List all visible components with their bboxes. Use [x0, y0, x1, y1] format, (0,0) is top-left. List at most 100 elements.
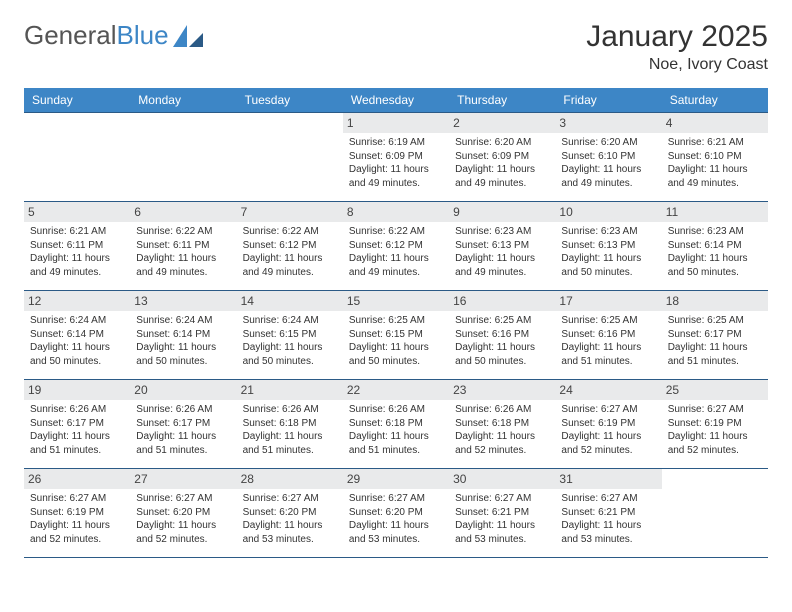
- day-number: 25: [662, 380, 768, 400]
- day-details: Sunrise: 6:27 AMSunset: 6:20 PMDaylight:…: [349, 492, 443, 546]
- day-number: 16: [449, 291, 555, 311]
- week-row: ...1Sunrise: 6:19 AMSunset: 6:09 PMDayli…: [24, 112, 768, 202]
- day-details: Sunrise: 6:27 AMSunset: 6:21 PMDaylight:…: [455, 492, 549, 546]
- day-number: 31: [555, 469, 661, 489]
- day-details: Sunrise: 6:23 AMSunset: 6:14 PMDaylight:…: [668, 225, 762, 279]
- location: Noe, Ivory Coast: [586, 56, 768, 74]
- day-number: 7: [237, 202, 343, 222]
- day-cell-25: 25 Sunrise: 6:27 AMSunset: 6:19 PMDayligh…: [662, 380, 768, 468]
- weekday-friday: Friday: [555, 88, 661, 112]
- day-details: Sunrise: 6:27 AMSunset: 6:20 PMDaylight:…: [243, 492, 337, 546]
- day-cell-11: 11 Sunrise: 6:23 AMSunset: 6:14 PMDayligh…: [662, 202, 768, 290]
- day-details: Sunrise: 6:22 AMSunset: 6:11 PMDaylight:…: [136, 225, 230, 279]
- calendar: SundayMondayTuesdayWednesdayThursdayFrid…: [24, 88, 768, 558]
- day-cell-14: 14Sunrise: 6:24 AMSunset: 6:15 PMDayligh…: [237, 291, 343, 379]
- day-details: Sunrise: 6:23 AMSunset: 6:13 PMDaylight:…: [561, 225, 655, 279]
- day-number: 17: [555, 291, 661, 311]
- day-number: 11: [662, 202, 768, 222]
- day-number: 8: [343, 202, 449, 222]
- day-details: Sunrise: 6:25 AMSunset: 6:15 PMDaylight:…: [349, 314, 443, 368]
- day-details: Sunrise: 6:26 AMSunset: 6:18 PMDaylight:…: [349, 403, 443, 457]
- week-row: 19 Sunrise: 6:26 AMSunset: 6:17 PMDayligh…: [24, 380, 768, 469]
- month-title: January 2025: [586, 20, 768, 54]
- day-number: 13: [130, 291, 236, 311]
- day-cell-30: 30 Sunrise: 6:27 AMSunset: 6:21 PMDayligh…: [449, 469, 555, 557]
- day-details: Sunrise: 6:19 AMSunset: 6:09 PMDaylight:…: [349, 136, 443, 190]
- day-cell-16: 16Sunrise: 6:25 AMSunset: 6:16 PMDayligh…: [449, 291, 555, 379]
- week-row: 12 Sunrise: 6:24 AMSunset: 6:14 PMDayligh…: [24, 291, 768, 380]
- weekday-monday: Monday: [130, 88, 236, 112]
- day-cell-3: 3 Sunrise: 6:20 AMSunset: 6:10 PMDaylight…: [555, 113, 661, 201]
- day-cell-1: 1 Sunrise: 6:19 AMSunset: 6:09 PMDaylight…: [343, 113, 449, 201]
- day-number: 28: [237, 469, 343, 489]
- day-number: 29: [343, 469, 449, 489]
- empty-cell: .: [130, 113, 236, 201]
- day-cell-5: 5Sunrise: 6:21 AMSunset: 6:11 PMDaylight…: [24, 202, 130, 290]
- day-number: 2: [449, 113, 555, 133]
- weekday-header: SundayMondayTuesdayWednesdayThursdayFrid…: [24, 88, 768, 112]
- day-number: 22: [343, 380, 449, 400]
- day-number: 24: [555, 380, 661, 400]
- weekday-saturday: Saturday: [662, 88, 768, 112]
- day-cell-12: 12 Sunrise: 6:24 AMSunset: 6:14 PMDayligh…: [24, 291, 130, 379]
- day-number: 21: [237, 380, 343, 400]
- day-details: Sunrise: 6:27 AMSunset: 6:19 PMDaylight:…: [668, 403, 762, 457]
- weekday-sunday: Sunday: [24, 88, 130, 112]
- day-details: Sunrise: 6:27 AMSunset: 6:19 PMDaylight:…: [30, 492, 124, 546]
- day-cell-26: 26 Sunrise: 6:27 AMSunset: 6:19 PMDayligh…: [24, 469, 130, 557]
- day-details: Sunrise: 6:25 AMSunset: 6:16 PMDaylight:…: [561, 314, 655, 368]
- day-details: Sunrise: 6:27 AMSunset: 6:19 PMDaylight:…: [561, 403, 655, 457]
- day-cell-4: 4Sunrise: 6:21 AMSunset: 6:10 PMDaylight…: [662, 113, 768, 201]
- weekday-tuesday: Tuesday: [237, 88, 343, 112]
- brand-part2: Blue: [117, 20, 169, 51]
- day-number: 19: [24, 380, 130, 400]
- day-details: Sunrise: 6:22 AMSunset: 6:12 PMDaylight:…: [243, 225, 337, 279]
- day-cell-10: 10 Sunrise: 6:23 AMSunset: 6:13 PMDayligh…: [555, 202, 661, 290]
- day-details: Sunrise: 6:23 AMSunset: 6:13 PMDaylight:…: [455, 225, 549, 279]
- day-details: Sunrise: 6:20 AMSunset: 6:09 PMDaylight:…: [455, 136, 549, 190]
- day-number: 12: [24, 291, 130, 311]
- day-cell-8: 8 Sunrise: 6:22 AMSunset: 6:12 PMDaylight…: [343, 202, 449, 290]
- day-details: Sunrise: 6:20 AMSunset: 6:10 PMDaylight:…: [561, 136, 655, 190]
- day-cell-28: 28 Sunrise: 6:27 AMSunset: 6:20 PMDayligh…: [237, 469, 343, 557]
- day-number: 26: [24, 469, 130, 489]
- title-block: January 2025 Noe, Ivory Coast: [586, 20, 768, 74]
- day-cell-18: 18 Sunrise: 6:25 AMSunset: 6:17 PMDayligh…: [662, 291, 768, 379]
- day-number: 14: [237, 291, 343, 311]
- weeks: ...1Sunrise: 6:19 AMSunset: 6:09 PMDayli…: [24, 112, 768, 558]
- day-number: 18: [662, 291, 768, 311]
- day-cell-13: 13 Sunrise: 6:24 AMSunset: 6:14 PMDayligh…: [130, 291, 236, 379]
- day-number: 20: [130, 380, 236, 400]
- day-details: Sunrise: 6:26 AMSunset: 6:17 PMDaylight:…: [30, 403, 124, 457]
- day-number: 30: [449, 469, 555, 489]
- day-details: Sunrise: 6:24 AMSunset: 6:14 PMDaylight:…: [136, 314, 230, 368]
- day-number: 10: [555, 202, 661, 222]
- day-cell-22: 22 Sunrise: 6:26 AMSunset: 6:18 PMDayligh…: [343, 380, 449, 468]
- sail-icon: [173, 25, 203, 47]
- day-number: 9: [449, 202, 555, 222]
- day-cell-17: 17 Sunrise: 6:25 AMSunset: 6:16 PMDayligh…: [555, 291, 661, 379]
- day-number: 6: [130, 202, 236, 222]
- day-cell-21: 21Sunrise: 6:26 AMSunset: 6:18 PMDayligh…: [237, 380, 343, 468]
- header: GeneralBlue January 2025 Noe, Ivory Coas…: [24, 20, 768, 74]
- day-number: 4: [662, 113, 768, 133]
- day-number: 23: [449, 380, 555, 400]
- day-details: Sunrise: 6:27 AMSunset: 6:21 PMDaylight:…: [561, 492, 655, 546]
- day-details: Sunrise: 6:22 AMSunset: 6:12 PMDaylight:…: [349, 225, 443, 279]
- day-number: 15: [343, 291, 449, 311]
- day-details: Sunrise: 6:24 AMSunset: 6:14 PMDaylight:…: [30, 314, 124, 368]
- day-cell-19: 19 Sunrise: 6:26 AMSunset: 6:17 PMDayligh…: [24, 380, 130, 468]
- day-details: Sunrise: 6:25 AMSunset: 6:17 PMDaylight:…: [668, 314, 762, 368]
- day-cell-9: 9 Sunrise: 6:23 AMSunset: 6:13 PMDaylight…: [449, 202, 555, 290]
- brand-logo: GeneralBlue: [24, 20, 203, 51]
- day-cell-2: 2 Sunrise: 6:20 AMSunset: 6:09 PMDaylight…: [449, 113, 555, 201]
- weekday-thursday: Thursday: [449, 88, 555, 112]
- day-number: 1: [343, 113, 449, 133]
- day-details: Sunrise: 6:21 AMSunset: 6:11 PMDaylight:…: [30, 225, 124, 279]
- day-number: 27: [130, 469, 236, 489]
- day-number: 3: [555, 113, 661, 133]
- day-details: Sunrise: 6:27 AMSunset: 6:20 PMDaylight:…: [136, 492, 230, 546]
- week-row: 5Sunrise: 6:21 AMSunset: 6:11 PMDaylight…: [24, 202, 768, 291]
- day-details: Sunrise: 6:26 AMSunset: 6:18 PMDaylight:…: [455, 403, 549, 457]
- day-cell-20: 20Sunrise: 6:26 AMSunset: 6:17 PMDayligh…: [130, 380, 236, 468]
